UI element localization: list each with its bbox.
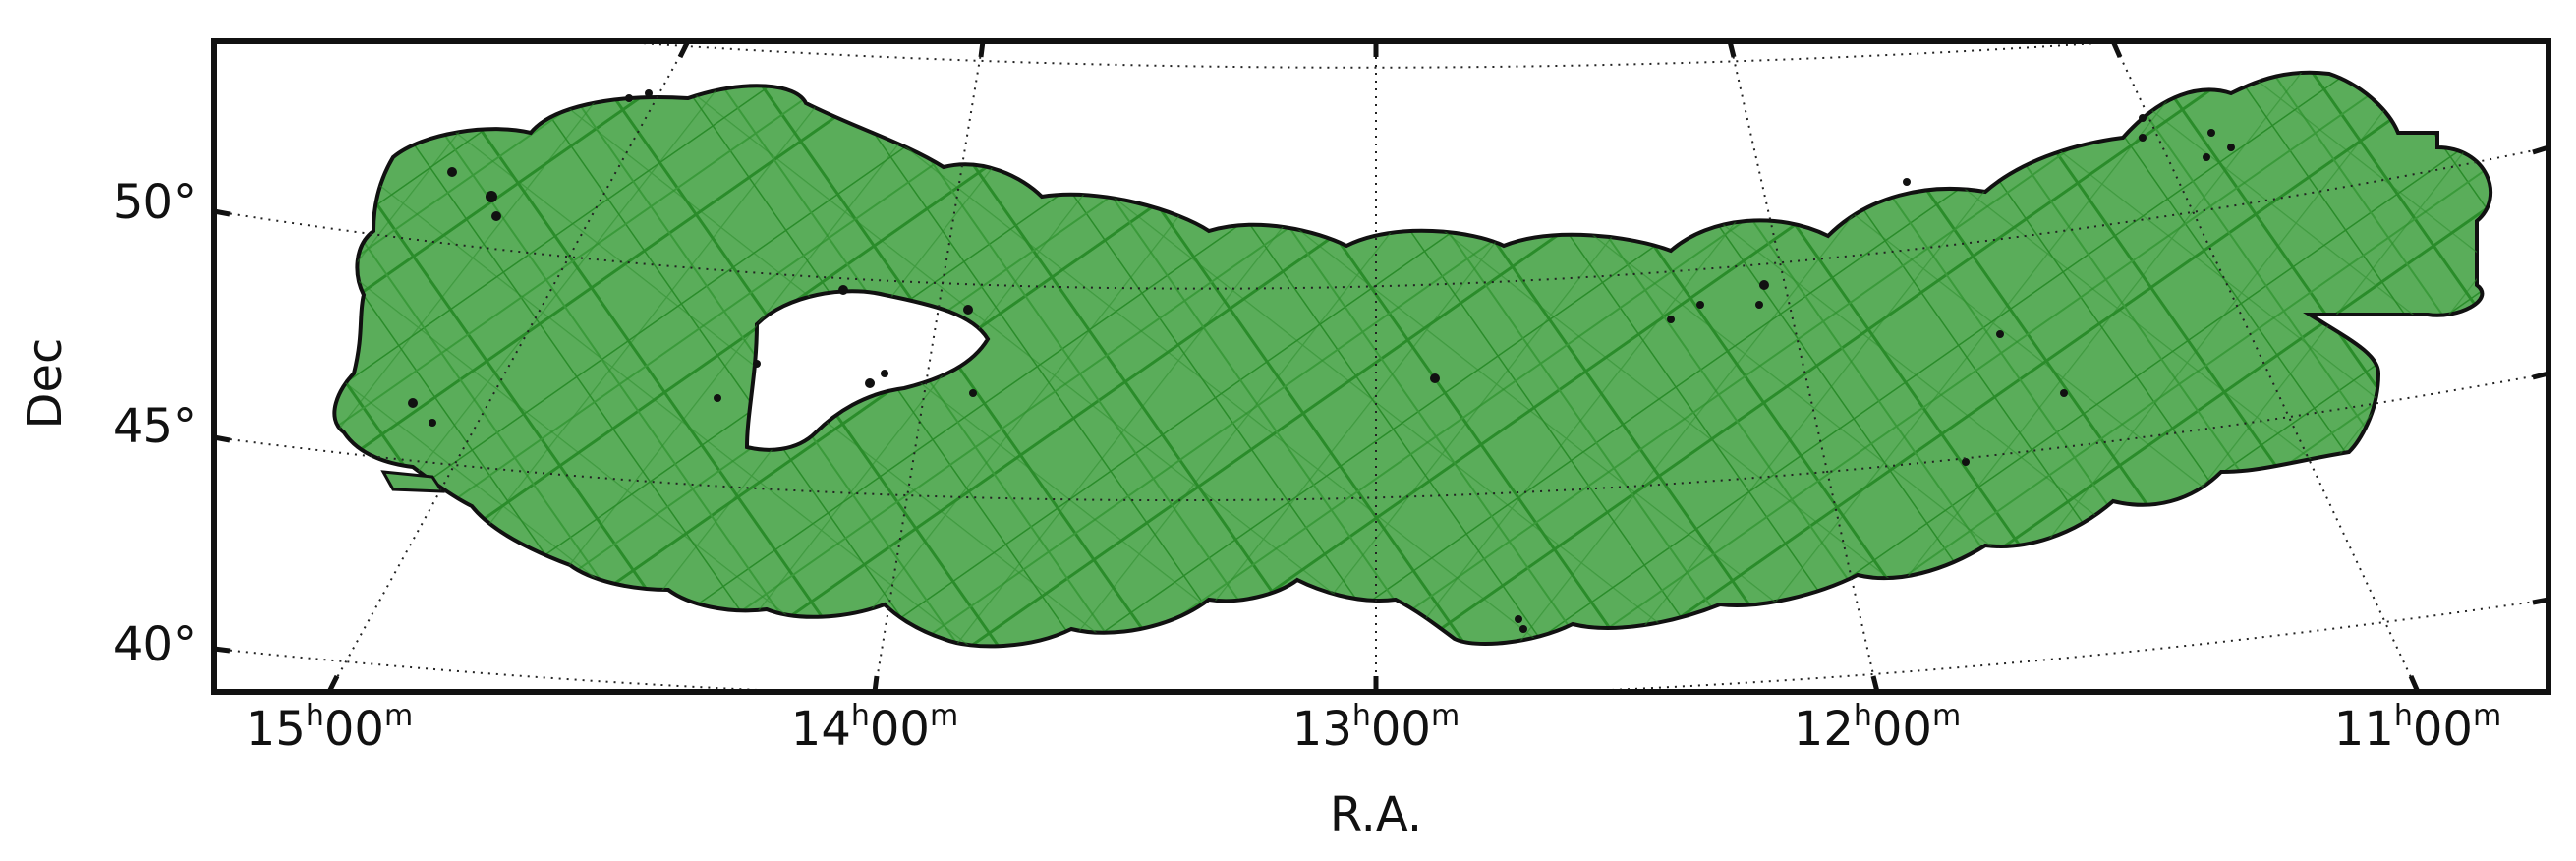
dec-line-50 xyxy=(214,146,2548,290)
x-axis-label: R.A. xyxy=(1330,787,1422,842)
ra-tick-label-15h: 15h00m xyxy=(246,699,413,757)
dec-tick-label-45: 45° xyxy=(113,399,197,454)
ra-line-11h xyxy=(2112,41,2419,692)
ra-tick-labels: 15h00m 14h00m 13h00m 12h00m 11h00m xyxy=(246,699,2501,757)
masked-spots xyxy=(408,89,2235,633)
ra-line-15h xyxy=(328,41,689,692)
ra-tick-label-14h: 14h00m xyxy=(791,699,958,757)
ra-tick-label-13h: 13h00m xyxy=(1292,699,1460,757)
y-axis-label: Dec xyxy=(18,338,73,430)
dec-tick-label-40: 40° xyxy=(113,617,197,672)
plot-frame xyxy=(211,38,2551,695)
dec-tick-labels: 50° 45° 40° xyxy=(113,175,197,672)
dec-tick-label-50: 50° xyxy=(113,175,197,230)
dec-line-45 xyxy=(214,373,2548,502)
ra-line-12h xyxy=(1729,41,1878,692)
tick-marks xyxy=(213,39,2549,694)
footprint-fragment xyxy=(380,470,445,493)
ra-tick-label-11h: 11h00m xyxy=(2334,699,2501,757)
ra-tick-label-12h: 12h00m xyxy=(1794,699,1961,757)
